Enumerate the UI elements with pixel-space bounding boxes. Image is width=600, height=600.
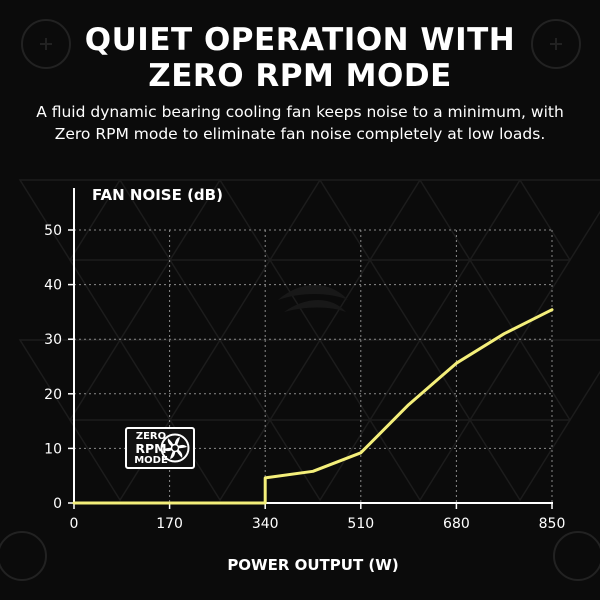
title-line-1: QUIET OPERATION WITH [84,22,516,58]
page-title: QUIET OPERATION WITH ZERO RPM MODE [0,22,600,94]
chart-series [72,308,554,505]
subtitle-line-1: A fluid dynamic bearing cooling fan keep… [36,103,564,121]
brand-logo-watermark [278,285,348,312]
y-tick-label-10: 10 [44,441,62,457]
y-tick-label-50: 50 [44,223,62,239]
x-tick-label-0: 0 [70,516,79,532]
y-tick-label-30: 30 [44,332,62,348]
badge-line-2: RPM [135,441,167,456]
subtitle-line-2: Zero RPM mode to eliminate fan noise com… [54,125,546,143]
y-tick-label-20: 20 [44,387,62,403]
badge-line-1: ZERO [135,431,167,442]
badge-label: ZERO RPM MODE [131,431,171,466]
zero-rpm-mode-badge: ZERO RPM MODE [125,427,195,469]
y-axis-label: FAN NOISE (dB) [92,186,223,204]
x-tick-label-170: 170 [156,516,183,532]
x-tick-label-510: 510 [347,516,374,532]
x-tick-label-340: 340 [252,516,279,532]
title-line-2: ZERO RPM MODE [148,58,452,94]
chart-grid [74,229,553,503]
series-line-0 [72,308,554,505]
fan-icon [160,433,190,463]
chart-ticks: 0 10 20 30 40 50 0 170 340 510 680 850 [44,223,565,532]
x-tick-label-680: 680 [443,516,470,532]
x-axis-label: POWER OUTPUT (W) [227,556,398,574]
badge-line-3: MODE [134,455,168,466]
page-subtitle: A fluid dynamic bearing cooling fan keep… [20,101,580,145]
x-tick-label-850: 850 [539,516,566,532]
y-tick-label-40: 40 [44,278,62,294]
y-tick-label-0: 0 [53,496,62,512]
